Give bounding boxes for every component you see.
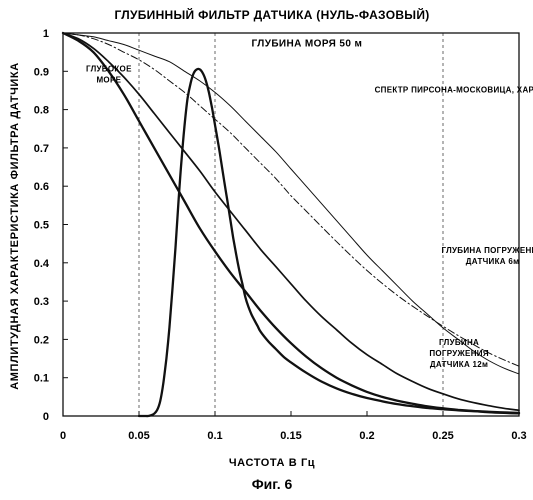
annotation-4-line-2: ДАТЧИКА 12м xyxy=(430,360,488,369)
y-tick-label-1: 0.1 xyxy=(34,373,49,385)
y-tick-label-6: 0.6 xyxy=(34,181,49,193)
annotation-1-line-1: МОРЕ xyxy=(96,75,121,84)
annotation-3-line-1: ДАТЧИКА 6м xyxy=(466,257,520,266)
y-tick-label-8: 0.8 xyxy=(34,105,49,117)
annotations: ГЛУБИНА МОРЯ 50 м ГЛУБОКОЕ МОРЕ СПЕКТР ПИРС… xyxy=(86,38,533,369)
x-tick-label-6: 0.3 xyxy=(511,430,526,442)
x-axis-label: ЧАСТОТА В Гц xyxy=(229,457,315,469)
series-line-0 xyxy=(63,33,519,374)
y-tick-label-2: 0.2 xyxy=(34,334,49,346)
annotation-4-line-0: ГЛУБИНА xyxy=(439,338,479,347)
y-tick-label-7: 0.7 xyxy=(34,143,49,155)
series-line-1 xyxy=(63,33,519,366)
annotation-2: СПЕКТР ПИРСОНА-МОСКОВИЦА, ХАРАКТЕРНАЯ ВЫ… xyxy=(375,85,533,94)
x-tick-label-2: 0.1 xyxy=(207,430,222,442)
y-tick-label-0: 0 xyxy=(43,411,49,423)
y-tick-label-3: 0.3 xyxy=(34,296,49,308)
annotation-1: ГЛУБОКОЕ МОРЕ xyxy=(86,64,132,84)
y-tick-label-5: 0.5 xyxy=(34,220,49,232)
chart-title: ГЛУБИННЫЙ ФИЛЬТР ДАТЧИКА (НУЛЬ-ФАЗОВЫЙ) xyxy=(114,7,429,22)
y-axis-label: АМПЛИТУДНАЯ ХАРАКТЕРИСТИКА ФИЛЬТРА ДАТЧИ… xyxy=(9,62,21,390)
annotation-0: ГЛУБИНА МОРЯ 50 м xyxy=(251,38,362,49)
annotation-4-line-1: ПОГРУЖЕНИЯ xyxy=(429,349,489,358)
annotation-4: ГЛУБИНА ПОГРУЖЕНИЯ ДАТЧИКА 12м xyxy=(429,338,489,369)
annotation-2-line-0: СПЕКТР ПИРСОНА-МОСКОВИЦА, ХАРАКТЕРНАЯ ВЫ… xyxy=(375,85,533,94)
annotation-1-line-0: ГЛУБОКОЕ xyxy=(86,64,132,73)
x-tick-label-0: 0 xyxy=(60,430,66,442)
x-tick-label-3: 0.15 xyxy=(280,430,301,442)
x-tick-label-5: 0.25 xyxy=(432,430,453,442)
y-tick-label-4: 0.4 xyxy=(34,258,50,270)
x-tick-label-1: 0.05 xyxy=(128,430,149,442)
y-tick-label-9: 0.9 xyxy=(34,66,49,78)
y-tick-label-10: 1 xyxy=(43,28,49,40)
annotation-0-line-0: ГЛУБИНА МОРЯ 50 м xyxy=(251,38,362,49)
annotation-3-line-0: ГЛУБИНА ПОГРУЖЕНИЯ xyxy=(441,246,533,255)
x-tick-label-4: 0.2 xyxy=(359,430,374,442)
figure-caption: Фиг. 6 xyxy=(252,476,293,492)
